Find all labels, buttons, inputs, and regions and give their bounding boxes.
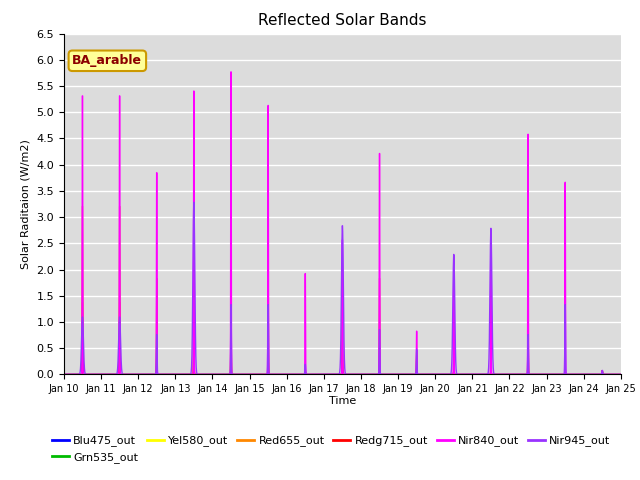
Red655_out xyxy=(274,372,282,377)
Redg715_out xyxy=(60,372,68,377)
Red655_out xyxy=(617,372,625,377)
Line: Red655_out: Red655_out xyxy=(64,278,621,374)
Red655_out xyxy=(124,372,131,377)
Red655_out xyxy=(60,372,68,377)
Nir945_out xyxy=(617,372,625,377)
Line: Yel580_out: Yel580_out xyxy=(64,293,621,374)
Redg715_out xyxy=(274,372,282,377)
Redg715_out xyxy=(546,372,554,377)
Redg715_out xyxy=(617,372,625,377)
Nir945_out xyxy=(298,372,306,377)
Blu475_out xyxy=(157,372,164,377)
Grn535_out xyxy=(79,328,86,334)
Nir945_out xyxy=(190,199,198,205)
Nir945_out xyxy=(274,372,282,377)
Nir840_out xyxy=(124,372,131,377)
Grn535_out xyxy=(298,372,306,377)
Yel580_out xyxy=(298,372,306,377)
Nir840_out xyxy=(617,372,625,377)
Grn535_out xyxy=(274,372,282,377)
Yel580_out xyxy=(617,372,625,377)
Yel580_out xyxy=(274,372,282,377)
Blu475_out xyxy=(124,372,131,377)
Grn535_out xyxy=(124,372,132,377)
Redg715_out xyxy=(298,372,306,377)
Blu475_out xyxy=(617,372,625,377)
Nir945_out xyxy=(546,372,554,377)
Text: BA_arable: BA_arable xyxy=(72,54,142,67)
Grn535_out xyxy=(617,372,625,377)
Grn535_out xyxy=(60,372,68,377)
Blu475_out xyxy=(298,372,305,377)
Nir945_out xyxy=(606,372,614,377)
Nir840_out xyxy=(60,372,68,377)
Yel580_out xyxy=(60,372,68,377)
Redg715_out xyxy=(124,372,131,377)
Red655_out xyxy=(606,372,614,377)
Blu475_out xyxy=(274,372,282,377)
Blu475_out xyxy=(546,372,554,377)
Red655_out xyxy=(264,276,272,281)
Nir945_out xyxy=(124,372,131,377)
Nir840_out xyxy=(606,372,614,377)
Redg715_out xyxy=(157,372,164,377)
Line: Nir945_out: Nir945_out xyxy=(64,202,621,374)
Nir945_out xyxy=(157,372,164,377)
Yel580_out xyxy=(124,372,131,377)
X-axis label: Time: Time xyxy=(329,396,356,406)
Grn535_out xyxy=(157,372,164,377)
Line: Redg715_out: Redg715_out xyxy=(64,192,621,374)
Red655_out xyxy=(298,372,306,377)
Nir840_out xyxy=(274,372,282,377)
Red655_out xyxy=(546,372,554,377)
Red655_out xyxy=(157,372,164,377)
Redg715_out xyxy=(227,189,235,195)
Yel580_out xyxy=(546,372,554,377)
Yel580_out xyxy=(157,372,164,377)
Line: Nir840_out: Nir840_out xyxy=(64,72,621,374)
Line: Blu475_out: Blu475_out xyxy=(64,370,621,374)
Nir840_out xyxy=(298,372,306,377)
Yel580_out xyxy=(227,290,235,296)
Nir840_out xyxy=(157,372,164,377)
Nir840_out xyxy=(546,372,554,377)
Legend: Blu475_out, Grn535_out, Yel580_out, Red655_out, Redg715_out, Nir840_out, Nir945_: Blu475_out, Grn535_out, Yel580_out, Red6… xyxy=(47,431,615,468)
Nir840_out xyxy=(227,69,235,75)
Nir945_out xyxy=(60,372,68,377)
Redg715_out xyxy=(606,372,614,377)
Grn535_out xyxy=(606,372,614,377)
Grn535_out xyxy=(546,372,554,377)
Blu475_out xyxy=(606,372,614,377)
Line: Grn535_out: Grn535_out xyxy=(64,331,621,374)
Yel580_out xyxy=(606,372,614,377)
Title: Reflected Solar Bands: Reflected Solar Bands xyxy=(258,13,427,28)
Blu475_out xyxy=(561,367,569,372)
Blu475_out xyxy=(60,372,68,377)
Y-axis label: Solar Raditaion (W/m2): Solar Raditaion (W/m2) xyxy=(21,139,31,269)
